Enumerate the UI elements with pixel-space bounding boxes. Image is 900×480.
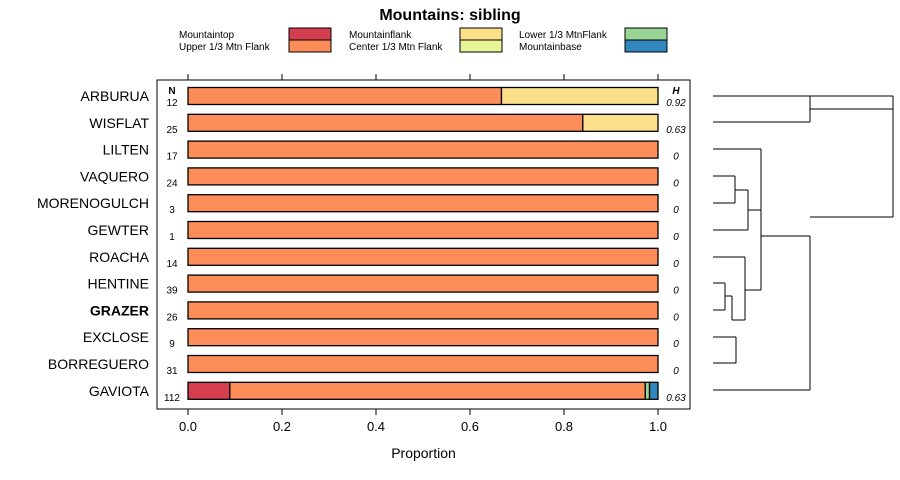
- n-value: 31: [166, 366, 178, 377]
- bar-row: HENTINE 39 0: [88, 274, 679, 297]
- bar-segment: [187, 247, 659, 266]
- plot-frame: [156, 79, 691, 410]
- h-value: 0: [673, 232, 679, 243]
- x-tick-label: 0.2: [273, 419, 291, 434]
- bar-segment: [648, 381, 659, 400]
- legend-swatch: [288, 27, 332, 41]
- h-value: 0.63: [666, 393, 686, 404]
- row-label: WISFLAT: [89, 115, 149, 131]
- legend-swatch: [624, 27, 668, 41]
- bar-segment: [187, 113, 584, 132]
- row-label: LILTEN: [103, 142, 149, 158]
- row-label: GRAZER: [90, 302, 149, 318]
- row-label: BORREGUERO: [48, 356, 149, 372]
- row-label: ROACHA: [89, 249, 150, 265]
- bar-segment: [229, 381, 646, 400]
- legend-swatch: [624, 39, 668, 53]
- n-value: 39: [166, 286, 178, 297]
- bar-segment: [187, 301, 659, 320]
- n-value: 14: [166, 259, 178, 270]
- bar-segment: [187, 86, 503, 106]
- bar-row: EXCLOSE 9 0: [83, 328, 679, 350]
- row-label: GAVIOTA: [89, 383, 150, 399]
- bar-row: LILTEN 17 0: [103, 140, 679, 163]
- bar-row: BORREGUERO 31 0: [48, 354, 679, 377]
- h-value: 0: [673, 286, 679, 297]
- legend-swatch: [459, 39, 503, 53]
- legend-swatch: [288, 39, 332, 53]
- legend-label: Upper 1/3 Mtn Flank: [179, 42, 271, 53]
- bar-segment: [187, 220, 659, 240]
- bar-segment: [187, 167, 659, 186]
- row-label: MORENOGULCH: [37, 195, 149, 211]
- h-value: 0: [673, 259, 679, 270]
- h-value: 0: [673, 366, 679, 377]
- row-label: ARBURUA: [81, 88, 150, 104]
- x-axis: 0.0 0.2 0.4 0.6 0.8 1.0: [179, 74, 667, 434]
- bar-row: WISFLAT 25 0.63: [89, 113, 686, 136]
- n-value: 9: [169, 339, 175, 350]
- x-tick-label: 0.6: [461, 419, 479, 434]
- h-value: 0: [673, 178, 679, 189]
- n-value: 26: [166, 312, 178, 323]
- h-value: 0.92: [666, 98, 686, 109]
- bar-segment: [500, 86, 659, 106]
- n-value: 3: [169, 205, 175, 216]
- n-value: 112: [164, 393, 180, 404]
- h-value: 0: [673, 312, 679, 323]
- bar-row: MORENOGULCH 3 0: [37, 194, 679, 216]
- bar-segment: [187, 194, 659, 213]
- n-value: 17: [166, 152, 178, 163]
- x-tick-label: 0.8: [555, 419, 573, 434]
- bar-segment: [187, 274, 659, 293]
- bar-segment: [187, 328, 659, 347]
- row-label: GEWTER: [88, 222, 149, 238]
- n-value: 12: [166, 98, 178, 109]
- row-label: HENTINE: [88, 276, 149, 292]
- bar-row: GEWTER 1 0: [88, 220, 679, 243]
- legend-swatch: [459, 27, 503, 41]
- legend-label: Lower 1/3 MtnFlank: [519, 30, 608, 41]
- x-tick-label: 1.0: [649, 419, 667, 434]
- bar-segment: [187, 381, 231, 400]
- h-value: 0: [673, 339, 679, 350]
- chart-title: Mountains: sibling: [379, 7, 520, 24]
- bar-row: ARBURUA 12 0.92: [81, 86, 686, 109]
- n-column-header: N: [168, 86, 175, 97]
- n-value: 24: [166, 178, 178, 189]
- bar-row: GAVIOTA 112 0.63: [89, 381, 686, 404]
- h-value: 0.63: [666, 125, 686, 136]
- legend-label: Mountainbase: [519, 42, 582, 53]
- x-axis-label: Proportion: [391, 445, 456, 461]
- legend-label: Mountaintop: [179, 30, 234, 41]
- h-value: 0: [673, 205, 679, 216]
- bar-row: ROACHA 14 0: [89, 247, 679, 270]
- x-tick-label: 0.4: [367, 419, 385, 434]
- h-value: 0: [673, 152, 679, 163]
- bar-row: GRAZER 26 0: [90, 301, 679, 323]
- bar-segment: [582, 113, 659, 132]
- x-tick-label: 0.0: [179, 419, 197, 434]
- bar-segment: [187, 140, 659, 159]
- legend-label: Mountainflank: [349, 30, 412, 41]
- legend-label: Center 1/3 Mtn Flank: [349, 42, 443, 53]
- row-label: EXCLOSE: [83, 329, 149, 345]
- dendrogram: [713, 95, 894, 391]
- n-value: 1: [169, 232, 175, 243]
- n-value: 25: [166, 125, 178, 136]
- h-column-header: H: [672, 86, 680, 97]
- bar-row: VAQUERO 24 0: [80, 167, 679, 189]
- bar-segment: [187, 354, 659, 374]
- row-label: VAQUERO: [80, 168, 149, 184]
